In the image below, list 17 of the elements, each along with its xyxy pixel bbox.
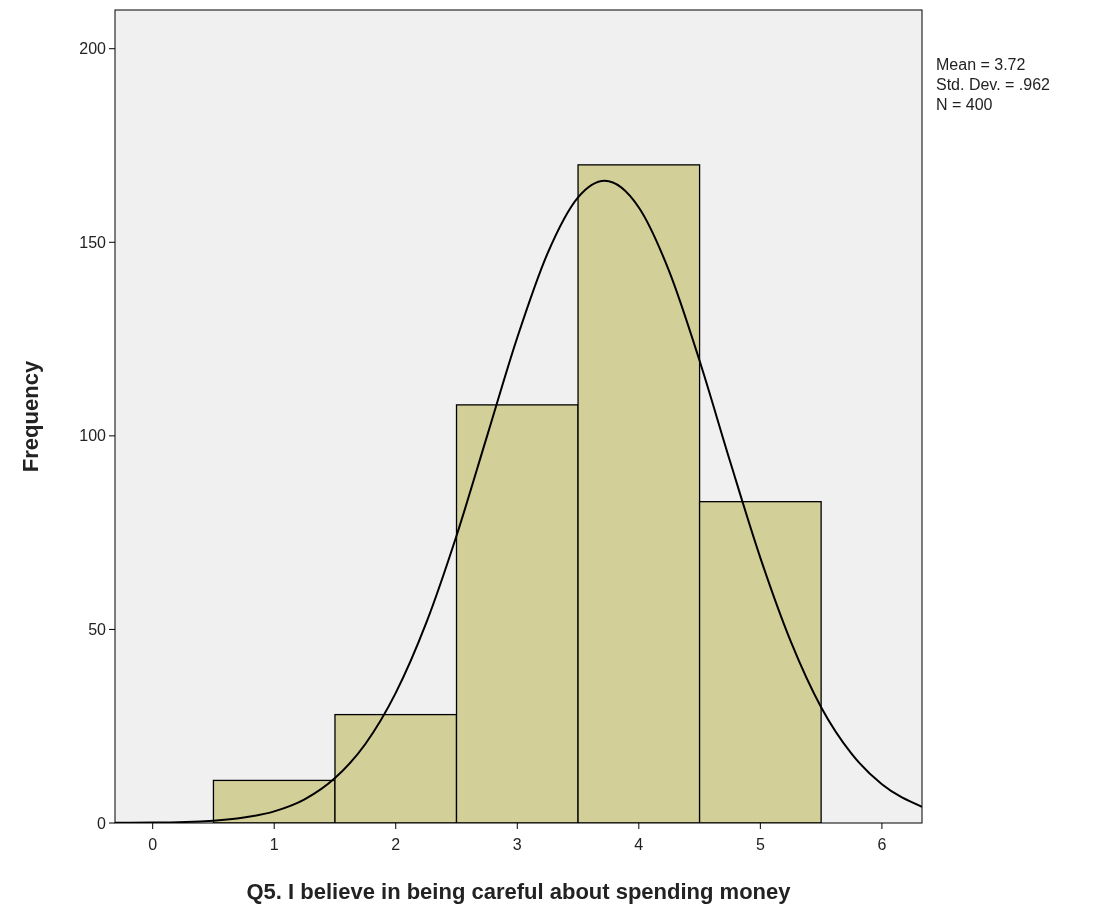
y-tick-label: 100	[79, 427, 107, 445]
y-tick-label: 150	[79, 233, 107, 251]
x-tick-label: 4	[634, 836, 644, 853]
x-axis-title: Q5. I believe in being careful about spending money	[246, 879, 792, 904]
x-tick-label: 3	[512, 836, 522, 853]
y-tick-label: 200	[79, 40, 107, 58]
text: Mean = 3.72	[936, 56, 1026, 73]
x-tick-label: 6	[877, 836, 887, 853]
text: Std. Dev. = .962	[936, 76, 1051, 93]
x-tick-label: 1	[269, 836, 279, 853]
y-tick-label: 50	[88, 621, 107, 639]
text: N = 400	[936, 96, 993, 113]
y-tick-label: 0	[97, 814, 107, 832]
x-tick-label: 2	[391, 836, 401, 853]
x-tick-label: 5	[755, 836, 765, 853]
x-tick-label: 0	[148, 836, 158, 853]
y-axis-title: Frequency	[18, 360, 43, 473]
